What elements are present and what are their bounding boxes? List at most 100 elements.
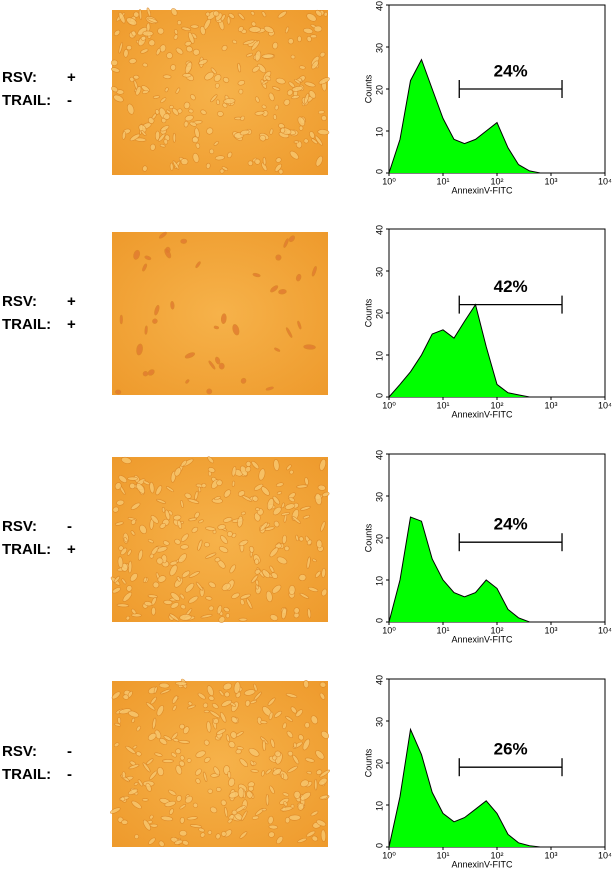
gate-label: 26% xyxy=(494,740,528,759)
cell xyxy=(159,737,168,745)
y-axis-label: Counts xyxy=(363,748,373,777)
cell xyxy=(113,29,121,36)
cell xyxy=(252,272,261,278)
cell xyxy=(268,831,275,838)
cell xyxy=(285,716,294,722)
cell xyxy=(304,92,310,104)
cell xyxy=(220,799,227,806)
cell xyxy=(271,86,281,91)
cell xyxy=(187,498,200,504)
cell xyxy=(303,679,309,689)
cell xyxy=(197,539,203,551)
cell xyxy=(297,320,302,330)
cell xyxy=(146,7,152,17)
y-axis-label: Counts xyxy=(363,523,373,552)
cell xyxy=(131,608,137,615)
cell xyxy=(310,810,319,817)
cell xyxy=(222,102,228,108)
cell xyxy=(126,45,133,51)
cell xyxy=(287,750,294,757)
cell xyxy=(189,121,197,127)
cell xyxy=(152,717,157,730)
cell xyxy=(190,94,196,101)
cell xyxy=(169,564,178,577)
cell xyxy=(121,578,127,585)
cell xyxy=(267,815,274,825)
cell xyxy=(157,767,164,776)
cell xyxy=(121,771,126,779)
cell xyxy=(215,787,222,792)
x-tick-label: 10³ xyxy=(544,400,557,410)
cell xyxy=(194,490,199,501)
cell xyxy=(253,691,262,701)
cell xyxy=(180,500,184,508)
cell xyxy=(208,581,216,589)
cell xyxy=(254,558,260,565)
cell xyxy=(136,483,146,494)
cell xyxy=(116,603,130,608)
cell xyxy=(144,255,152,261)
cell xyxy=(272,768,282,776)
cell xyxy=(183,120,189,128)
cell xyxy=(315,9,323,17)
cell xyxy=(131,800,142,809)
cell xyxy=(223,489,232,498)
cell xyxy=(149,814,154,820)
cell xyxy=(190,24,199,29)
cell xyxy=(214,557,221,563)
histogram-outline xyxy=(388,516,551,623)
cell xyxy=(185,379,190,384)
cell xyxy=(131,717,136,723)
y-axis-label: Counts xyxy=(363,74,373,103)
cell xyxy=(127,476,138,481)
cell xyxy=(170,8,178,16)
cell xyxy=(195,768,202,776)
cell xyxy=(306,539,313,546)
cell xyxy=(281,607,287,620)
cell xyxy=(289,150,299,160)
cell xyxy=(281,502,285,509)
cell xyxy=(249,760,255,766)
x-tick-label: 10⁰ xyxy=(382,176,396,186)
cell xyxy=(320,730,330,739)
cell xyxy=(233,681,241,694)
cell xyxy=(265,768,272,775)
cell xyxy=(317,129,330,136)
cell xyxy=(272,495,280,505)
cell xyxy=(277,10,287,19)
micrograph xyxy=(112,232,328,395)
cell xyxy=(208,695,215,701)
cell xyxy=(239,593,251,600)
cell xyxy=(221,582,231,591)
cell xyxy=(203,756,211,763)
cell xyxy=(175,47,184,55)
cell xyxy=(129,482,136,490)
cell xyxy=(125,745,136,754)
cell xyxy=(128,788,139,795)
cell xyxy=(239,129,250,136)
cell xyxy=(179,816,185,824)
cell xyxy=(224,691,230,698)
x-axis-label: AnnexinV-FITC xyxy=(451,409,513,419)
cell xyxy=(293,140,299,144)
x-tick-label: 10⁴ xyxy=(598,625,612,635)
condition-label: TRAIL: xyxy=(2,766,51,783)
cell xyxy=(302,515,311,520)
cell xyxy=(160,97,167,103)
cell xyxy=(287,765,298,773)
cell xyxy=(158,682,170,689)
y-tick-label: 0 xyxy=(374,393,384,398)
x-tick-label: 10⁰ xyxy=(382,850,396,860)
cell xyxy=(257,63,267,74)
cell xyxy=(154,130,160,141)
x-axis-label: AnnexinV-FITC xyxy=(451,185,513,195)
cell xyxy=(274,163,282,172)
cell xyxy=(168,808,174,815)
cell xyxy=(110,59,118,66)
x-tick-label: 10² xyxy=(490,400,503,410)
cell xyxy=(307,608,312,619)
cell xyxy=(139,524,147,535)
cell xyxy=(166,52,173,59)
cell xyxy=(272,506,282,516)
